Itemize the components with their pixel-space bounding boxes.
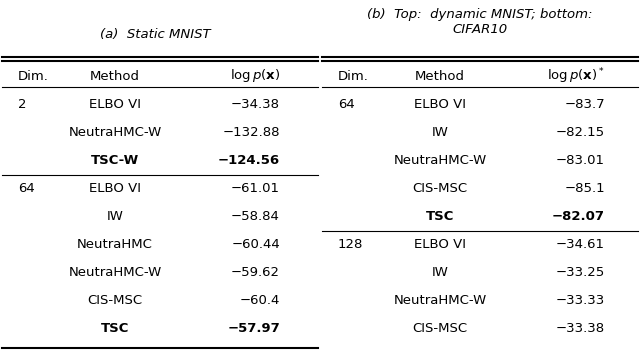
Text: −124.56: −124.56 [218, 154, 280, 168]
Text: $\log p(\mathbf{x})^*$: $\log p(\mathbf{x})^*$ [547, 66, 605, 86]
Text: −60.4: −60.4 [239, 294, 280, 308]
Text: IW: IW [107, 210, 124, 224]
Text: −85.1: −85.1 [564, 182, 605, 196]
Text: ELBO VI: ELBO VI [414, 238, 466, 252]
Text: −33.25: −33.25 [556, 266, 605, 280]
Text: −83.7: −83.7 [564, 98, 605, 112]
Text: 64: 64 [18, 182, 35, 196]
Text: −61.01: −61.01 [231, 182, 280, 196]
Text: $\log p(\mathbf{x})$: $\log p(\mathbf{x})$ [230, 68, 280, 84]
Text: (a)  Static MNIST: (a) Static MNIST [100, 28, 211, 41]
Text: −34.38: −34.38 [231, 98, 280, 112]
Text: CIS-MSC: CIS-MSC [412, 182, 468, 196]
Text: 128: 128 [338, 238, 364, 252]
Text: −34.61: −34.61 [556, 238, 605, 252]
Text: −82.15: −82.15 [556, 126, 605, 140]
Text: TSC: TSC [101, 322, 129, 336]
Text: Method: Method [415, 70, 465, 83]
Text: −33.33: −33.33 [556, 294, 605, 308]
Text: ELBO VI: ELBO VI [89, 182, 141, 196]
Text: TSC: TSC [426, 210, 454, 224]
Text: (b)  Top:  dynamic MNIST; bottom:
CIFAR10: (b) Top: dynamic MNIST; bottom: CIFAR10 [367, 8, 593, 36]
Text: −132.88: −132.88 [223, 126, 280, 140]
Text: −33.38: −33.38 [556, 322, 605, 336]
Text: NeutraHMC-W: NeutraHMC-W [68, 126, 162, 140]
Text: 2: 2 [18, 98, 26, 112]
Text: TSC-W: TSC-W [91, 154, 139, 168]
Text: IW: IW [431, 126, 449, 140]
Text: CIS-MSC: CIS-MSC [88, 294, 143, 308]
Text: −58.84: −58.84 [231, 210, 280, 224]
Text: −60.44: −60.44 [231, 238, 280, 252]
Text: −57.97: −57.97 [227, 322, 280, 336]
Text: −83.01: −83.01 [556, 154, 605, 168]
Text: CIS-MSC: CIS-MSC [412, 322, 468, 336]
Text: 64: 64 [338, 98, 355, 112]
Text: ELBO VI: ELBO VI [89, 98, 141, 112]
Text: Method: Method [90, 70, 140, 83]
Text: ELBO VI: ELBO VI [414, 98, 466, 112]
Text: Dim.: Dim. [18, 70, 49, 83]
Text: NeutraHMC-W: NeutraHMC-W [394, 154, 486, 168]
Text: NeutraHMC-W: NeutraHMC-W [68, 266, 162, 280]
Text: NeutraHMC: NeutraHMC [77, 238, 153, 252]
Text: Dim.: Dim. [338, 70, 369, 83]
Text: NeutraHMC-W: NeutraHMC-W [394, 294, 486, 308]
Text: IW: IW [431, 266, 449, 280]
Text: −59.62: −59.62 [231, 266, 280, 280]
Text: −82.07: −82.07 [552, 210, 605, 224]
